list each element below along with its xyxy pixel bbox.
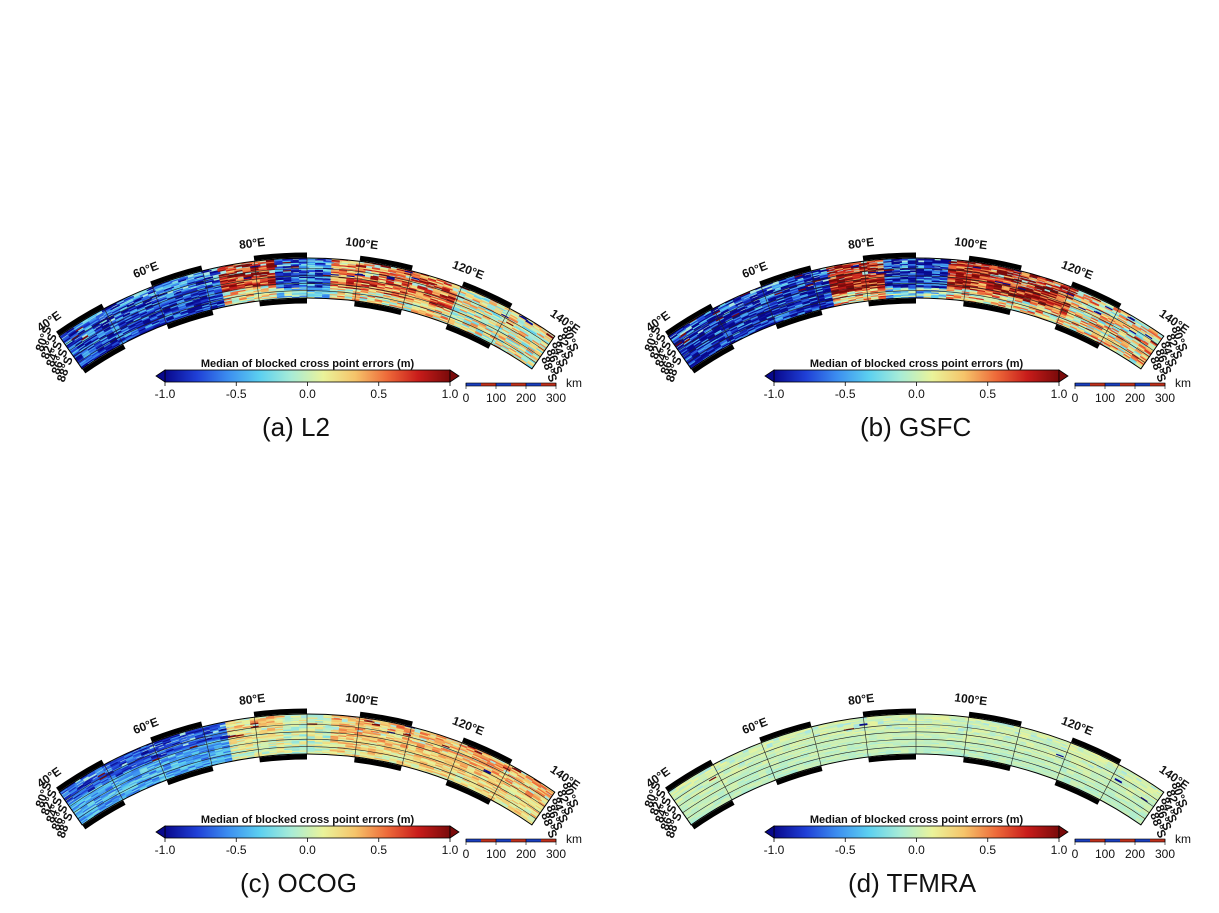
longitude-label: 80°E [847,691,875,708]
colorbar-tick-label: -0.5 [226,387,247,401]
colorbar-max-arrow [1058,825,1069,839]
map-svg: 40°E60°E80°E 100°E120°E140°E80°S82°S84°S8… [32,690,582,861]
scale-bar-tick-label: 100 [486,391,506,405]
graticule [667,258,1165,370]
longitude-label: 80°E [847,235,875,252]
panel-caption-d: (d) TFMRA [848,868,977,898]
colorbar-max-arrow [449,825,460,839]
map-grid-cells [668,257,1164,369]
colorbar-title: Median of blocked cross point errors (m) [201,358,415,370]
scale-bar-tick-label: 0 [463,391,470,405]
colorbar: Median of blocked cross point errors (m)… [764,814,1069,857]
colorbar-tick-label: -1.0 [155,387,176,401]
colorbar-tick-label: -0.5 [226,843,247,857]
map-frame [665,252,1165,374]
colorbar-tick-label: -1.0 [764,843,785,857]
map-svg: 40°E60°E80°E 100°E120°E140°E80°S82°S84°S8… [32,234,582,405]
scale-bar-tick-label: 0 [463,847,470,861]
colorbar-tick-label: 1.0 [442,387,459,401]
scale-bar-tick-label: 200 [1125,391,1145,405]
scale-bar-tick-label: 100 [1095,847,1115,861]
colorbar-tick-label: 0.5 [370,387,387,401]
longitude-label: 80°E [238,691,266,708]
colorbar-title: Median of blocked cross point errors (m) [201,814,415,826]
scale-bar-unit: km [1175,376,1191,390]
colorbar-tick-label: 0.0 [908,387,925,401]
longitude-label: 120°E [450,713,486,738]
colorbar-tick-label: -0.5 [835,387,856,401]
colorbar: Median of blocked cross point errors (m)… [155,814,460,857]
longitude-label: 60°E [740,259,769,281]
panel-caption-a: (a) L2 [262,412,330,442]
colorbar-tick-label: 0.5 [370,843,387,857]
colorbar: Median of blocked cross point errors (m)… [764,358,1069,401]
scale-bar-tick-label: 0 [1072,847,1079,861]
map-frame [56,708,556,830]
scale-bar: km 0 100 200 300 [463,832,582,861]
scale-bar-tick-label: 200 [516,847,536,861]
scale-bar-tick-label: 300 [1155,847,1175,861]
scale-bar: km 0 100 200 300 [1072,376,1191,405]
map-panel-gsfc: 40°E 60°E 80°E 100°E 120°E 140°E 80°S 82°S 84°S 8… [609,0,1219,456]
colorbar-max-arrow [1058,369,1069,383]
longitude-label: 60°E [131,259,160,281]
longitude-label: 100°E [954,690,988,708]
longitude-label: 100°E [345,234,379,252]
scale-bar-tick-label: 300 [1155,391,1175,405]
map-svg: 40°E60°E80°E 100°E120°E140°E80°S82°S84°S8… [641,234,1191,405]
map-grid-cells [59,713,555,825]
map-grid-cells [59,257,555,369]
map-frame [665,708,1165,830]
scale-bar-unit: km [566,376,582,390]
longitude-label: 80°E [238,235,266,252]
longitude-label: 120°E [450,257,486,282]
colorbar-tick-label: 1.0 [442,843,459,857]
map-svg: 40°E60°E80°E 100°E120°E140°E80°S82°S84°S8… [641,690,1191,861]
longitude-label: 60°E [131,715,160,737]
scale-bar-tick-label: 100 [486,847,506,861]
longitude-label: 120°E [1059,713,1095,738]
scale-bar-tick-label: 300 [546,847,566,861]
colorbar-min-arrow [155,825,166,839]
map-panel-l2: 40°E 60°E 80°E 100°E 120°E 140°E 80°S 82°S 84°S 8… [0,0,610,456]
colorbar-tick-label: -1.0 [764,387,785,401]
scale-bar-tick-label: 200 [1125,847,1145,861]
scale-bar-tick-label: 0 [1072,391,1079,405]
scale-bar-tick-label: 300 [546,391,566,405]
panel-caption-c: (c) OCOG [240,868,357,898]
longitude-label: 100°E [954,234,988,252]
colorbar-tick-label: 0.0 [299,387,316,401]
scale-bar-tick-label: 100 [1095,391,1115,405]
colorbar-tick-label: -1.0 [155,843,176,857]
longitude-label: 120°E [1059,257,1095,282]
colorbar-tick-label: 1.0 [1051,843,1068,857]
colorbar-title: Median of blocked cross point errors (m) [810,814,1024,826]
colorbar-title: Median of blocked cross point errors (m) [810,358,1024,370]
colorbar-tick-label: 0.0 [908,843,925,857]
colorbar-tick-label: 0.0 [299,843,316,857]
scale-bar-unit: km [566,832,582,846]
colorbar-tick-label: 0.5 [979,843,996,857]
colorbar-max-arrow [449,369,460,383]
longitude-label: 60°E [740,715,769,737]
scale-bar-tick-label: 200 [516,391,536,405]
panel-caption-b: (b) GSFC [860,412,972,442]
scale-bar: km 0 100 200 300 [1072,832,1191,861]
scale-bar: km 0 100 200 300 [463,376,582,405]
colorbar-min-arrow [155,369,166,383]
map-panel-tfmra: 40°E 60°E 80°E 100°E 120°E 140°E 80°S 82°S 84°S 8… [609,456,1219,912]
map-frame [56,252,556,374]
colorbar-min-arrow [764,825,775,839]
colorbar: Median of blocked cross point errors (m)… [155,358,460,401]
graticule [58,258,556,370]
colorbar-tick-label: 0.5 [979,387,996,401]
scale-bar-unit: km [1175,832,1191,846]
colorbar-min-arrow [764,369,775,383]
colorbar-tick-label: -0.5 [835,843,856,857]
longitude-label: 100°E [345,690,379,708]
map-panel-ocog: 40°E 60°E 80°E 100°E 120°E 140°E 80°S 82°S 84°S 8… [0,456,610,912]
colorbar-tick-label: 1.0 [1051,387,1068,401]
